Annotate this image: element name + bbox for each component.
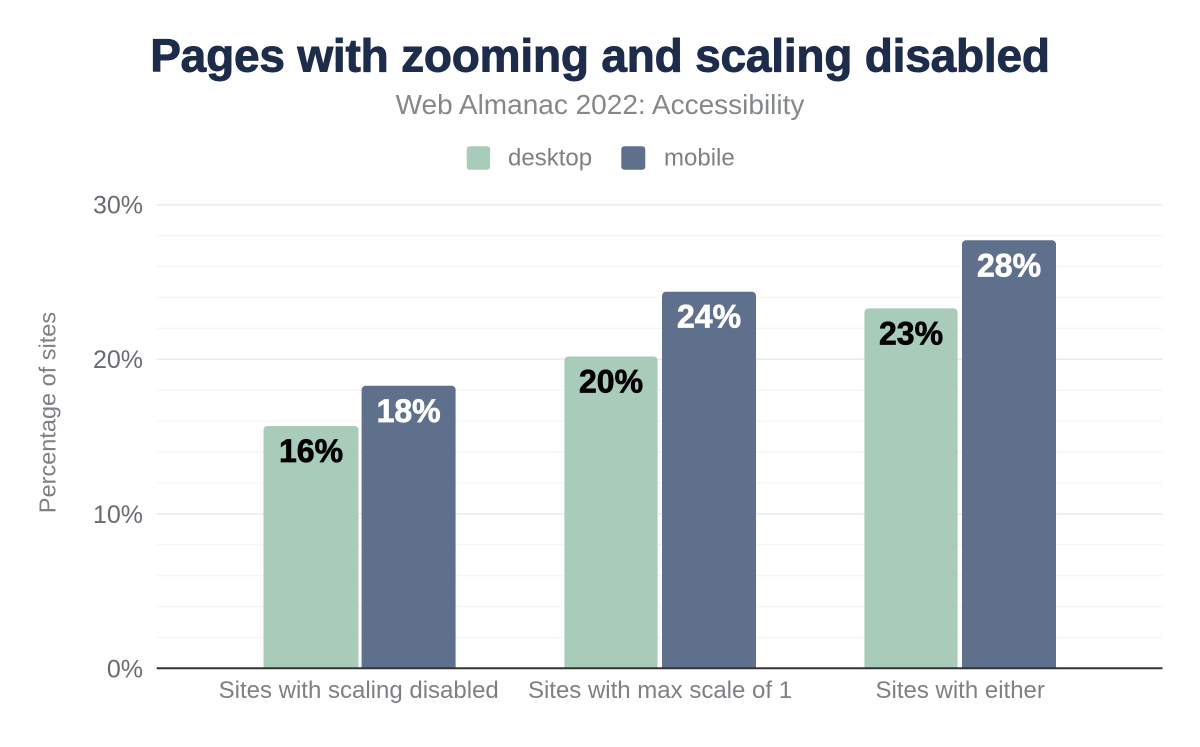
svg-text:10%: 10% xyxy=(93,501,143,529)
svg-text:Web Almanac 2022: Accessibilit: Web Almanac 2022: Accessibility xyxy=(396,89,805,120)
svg-text:24%: 24% xyxy=(677,299,741,335)
svg-text:20%: 20% xyxy=(93,346,143,374)
svg-text:30%: 30% xyxy=(93,192,143,220)
svg-text:mobile: mobile xyxy=(664,145,735,172)
svg-text:Sites with scaling disabled: Sites with scaling disabled xyxy=(219,677,499,704)
svg-text:Sites with either: Sites with either xyxy=(875,677,1044,704)
svg-text:23%: 23% xyxy=(879,315,943,351)
svg-text:Sites with max scale of 1: Sites with max scale of 1 xyxy=(528,677,792,704)
svg-text:18%: 18% xyxy=(377,393,441,429)
svg-text:16%: 16% xyxy=(279,433,343,469)
svg-text:Percentage of sites: Percentage of sites xyxy=(35,312,61,513)
svg-text:desktop: desktop xyxy=(508,145,592,172)
svg-text:Pages with zooming and scaling: Pages with zooming and scaling disabled xyxy=(150,30,1050,82)
svg-text:28%: 28% xyxy=(977,247,1041,283)
svg-text:0%: 0% xyxy=(107,655,143,683)
svg-text:20%: 20% xyxy=(579,364,643,400)
